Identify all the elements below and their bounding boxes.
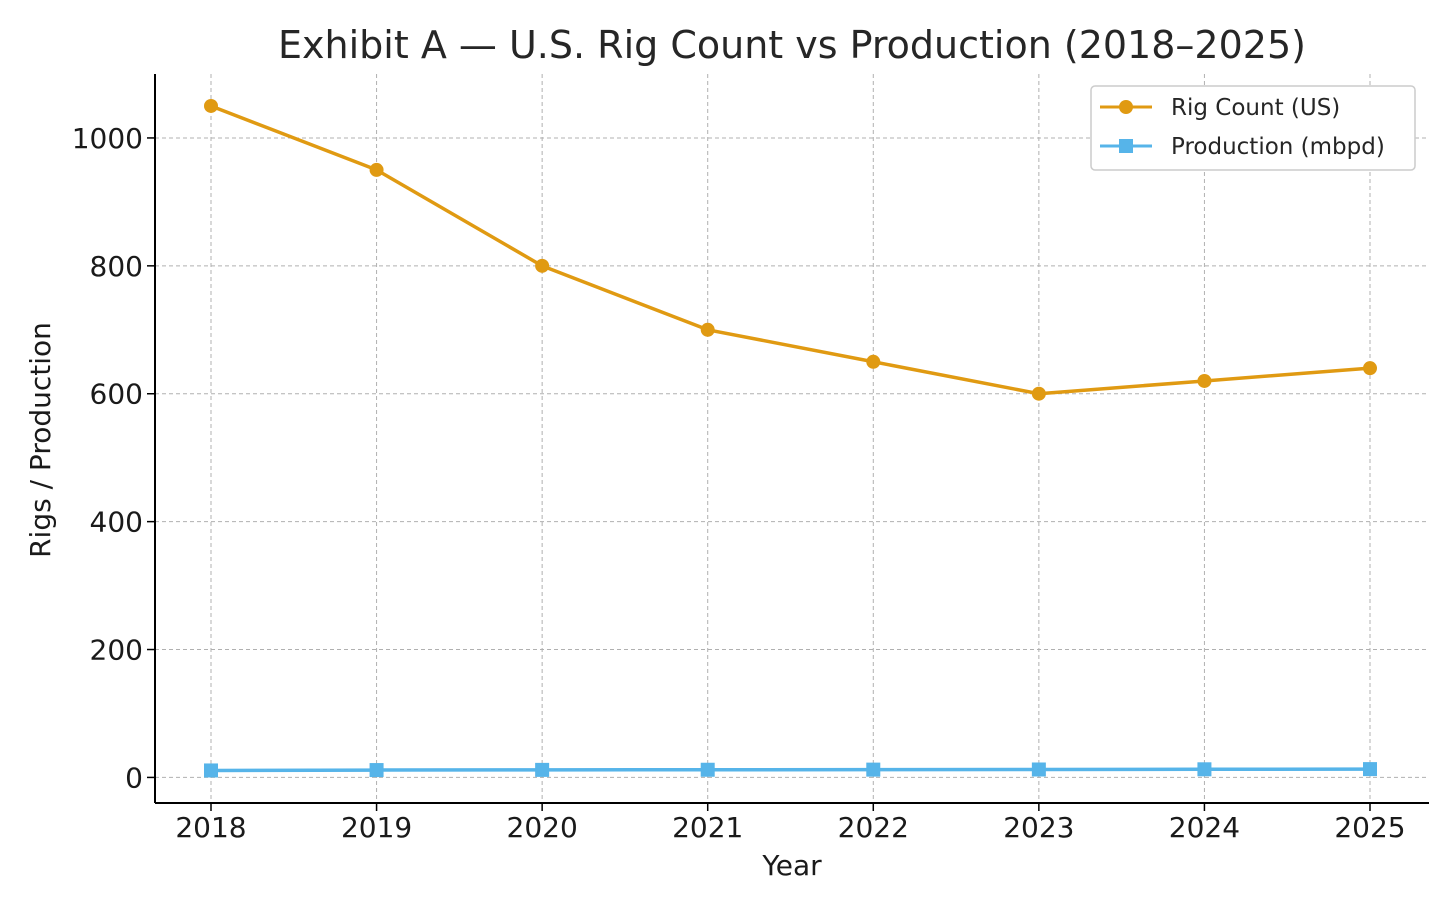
y-tick-label: 400 xyxy=(90,506,143,539)
series-line-production-mbpd xyxy=(210,767,1371,773)
series-rig-count-us xyxy=(204,98,1377,401)
x-tick-label: 2019 xyxy=(341,811,412,844)
legend-marker-circle-icon xyxy=(1119,100,1133,114)
y-axis-title: Rigs / Production xyxy=(24,322,57,558)
series-production-mbpd xyxy=(204,762,1377,778)
data-point-production-mbpd xyxy=(1197,762,1212,777)
data-point-rig-count-us xyxy=(866,354,881,369)
data-point-production-mbpd xyxy=(1363,762,1377,777)
x-tick-label: 2023 xyxy=(1003,811,1074,844)
data-point-production-mbpd xyxy=(700,762,715,777)
y-tick-label: 0 xyxy=(125,761,143,794)
data-point-production-mbpd xyxy=(866,762,881,777)
axes: 2018 2019 2020 2021 2022 2023 2024 2025 0 200 400 6… xyxy=(72,74,1429,844)
data-point-rig-count-us xyxy=(1031,386,1046,401)
x-tick-label: 2021 xyxy=(672,811,743,844)
data-point-production-mbpd xyxy=(535,762,550,777)
grid xyxy=(155,74,1429,803)
y-tick-label: 600 xyxy=(90,378,143,411)
data-point-rig-count-us xyxy=(204,98,218,113)
x-tick-label: 2024 xyxy=(1169,811,1240,844)
legend-entry-rig-count: Rig Count (US) xyxy=(1100,95,1340,121)
series-line-rig-count-us xyxy=(210,104,1371,396)
x-tick-label: 2025 xyxy=(1334,811,1405,844)
x-tick-label: 2018 xyxy=(175,811,246,844)
data-point-rig-count-us xyxy=(700,322,715,337)
legend: Rig Count (US) Production (mbpd) xyxy=(1090,85,1416,171)
x-tick-label: 2020 xyxy=(507,811,578,844)
data-point-production-mbpd xyxy=(1031,762,1046,777)
y-tick-label: 800 xyxy=(90,250,143,283)
data-point-rig-count-us xyxy=(1363,361,1377,376)
data-point-production-mbpd xyxy=(204,763,218,778)
legend-label-production: Production (mbpd) xyxy=(1171,134,1385,160)
legend-label-rig-count: Rig Count (US) xyxy=(1171,95,1340,121)
legend-entry-production: Production (mbpd) xyxy=(1100,134,1385,160)
data-point-production-mbpd xyxy=(369,763,384,778)
data-point-rig-count-us xyxy=(1197,373,1212,388)
legend-box xyxy=(1090,85,1416,171)
x-axis-title: Year xyxy=(761,849,822,882)
legend-marker-square-icon xyxy=(1119,139,1133,153)
series-layer xyxy=(204,98,1377,778)
data-point-rig-count-us xyxy=(369,162,384,177)
y-tick-label: 200 xyxy=(90,634,143,667)
y-tick-label: 1000 xyxy=(72,122,143,155)
data-point-rig-count-us xyxy=(535,258,550,273)
x-tick-label: 2022 xyxy=(838,811,909,844)
chart-title: Exhibit A — U.S. Rig Count vs Production… xyxy=(278,23,1306,67)
